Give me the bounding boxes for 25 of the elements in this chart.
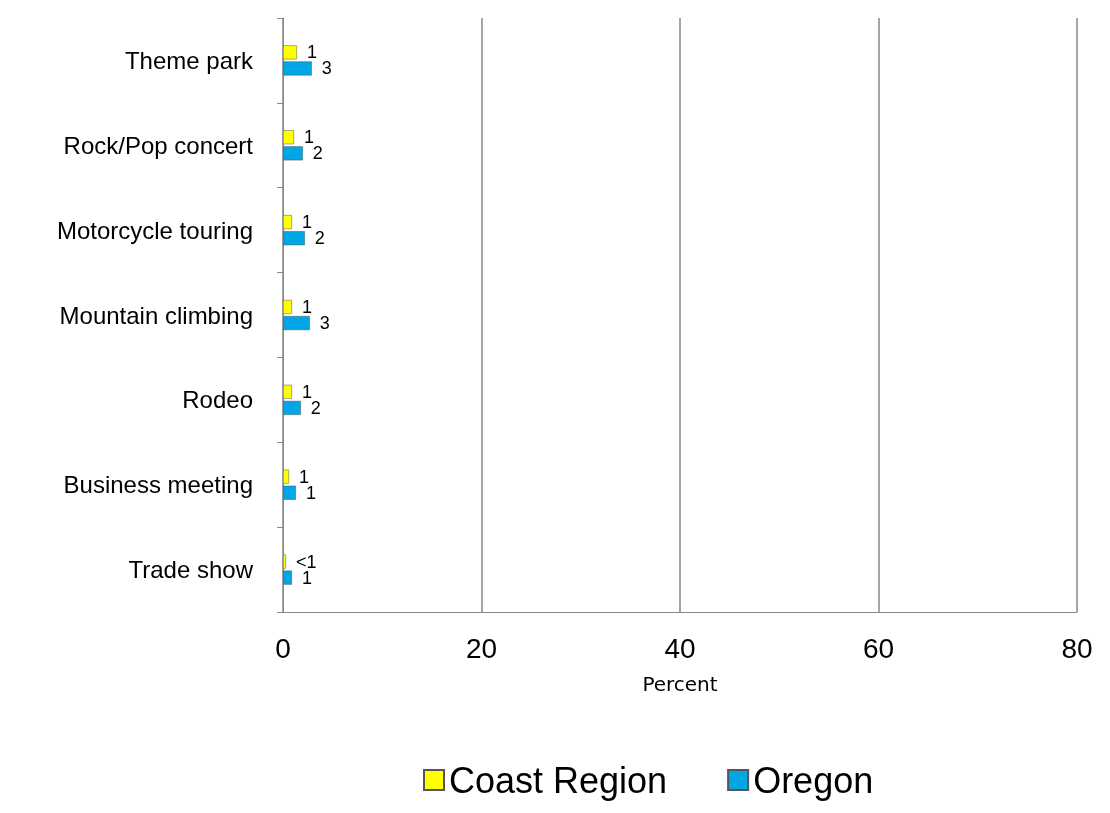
y-tick-label: Business meeting	[63, 471, 253, 499]
data-label: 1	[303, 127, 314, 148]
data-label: 3	[321, 58, 332, 79]
legend-label: Coast Region	[449, 759, 668, 801]
data-label: 2	[314, 228, 325, 249]
y-tick-label: Mountain climbing	[59, 301, 253, 329]
y-tick-label: Theme park	[124, 46, 254, 74]
x-tick-label: 0	[275, 632, 291, 664]
data-label: 1	[301, 212, 312, 233]
data-label: 1	[301, 381, 312, 402]
y-tick-label: Rock/Pop concert	[63, 131, 254, 159]
legend-label: Oregon	[753, 759, 874, 801]
data-label: 2	[310, 397, 321, 418]
y-tick-label: Motorcycle touring	[56, 216, 253, 244]
data-label: 3	[319, 313, 330, 334]
data-label: 1	[306, 42, 317, 63]
y-tick-label: Rodeo	[182, 386, 253, 414]
x-axis-title: Percent	[642, 672, 718, 696]
data-label: 1	[301, 296, 312, 317]
x-tick-label: 20	[465, 632, 498, 664]
y-tick-label: Trade show	[128, 556, 254, 584]
x-tick-label: 40	[664, 632, 696, 664]
data-label: 2	[312, 143, 323, 164]
x-tick-label: 80	[1061, 632, 1093, 664]
x-tick-label: 60	[862, 632, 895, 664]
